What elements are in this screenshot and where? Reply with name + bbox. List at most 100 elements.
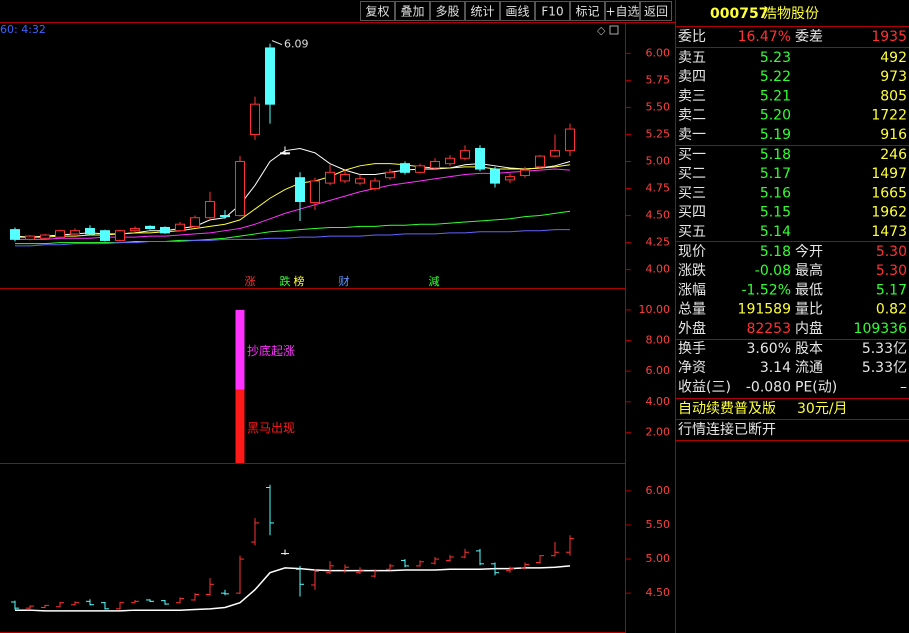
y-tick-label: 6.00 — [646, 364, 671, 377]
field-value: 0.82 — [876, 302, 907, 318]
candle-body — [280, 152, 290, 155]
toolbar-button[interactable] — [605, 1, 640, 21]
candle-body — [40, 234, 50, 239]
signal-label: 黑马出现 — [247, 421, 295, 435]
promo[interactable]: 自动续费普及版 — [678, 400, 776, 417]
candle-body — [160, 226, 170, 234]
candle-body — [370, 180, 380, 190]
book-volume: 973 — [880, 69, 907, 85]
candle-body — [310, 180, 320, 204]
book-level: 买三 — [678, 185, 706, 201]
field-value: 109336 — [854, 321, 908, 337]
candle-body — [340, 173, 350, 182]
max-annotation: 6.09 — [284, 38, 309, 51]
field-value: 5.33亿 — [862, 341, 907, 357]
book-level: 买二 — [678, 166, 706, 182]
toolbar-button[interactable] — [535, 1, 570, 21]
toolbar-button[interactable] — [360, 1, 395, 21]
toolbar-button[interactable] — [640, 1, 672, 21]
field-value: 5.33亿 — [862, 360, 907, 376]
candle-body — [85, 228, 95, 235]
book-volume: 1497 — [871, 166, 907, 182]
signal-bar — [235, 389, 245, 463]
candle-body — [385, 171, 395, 179]
toolbar-label[interactable]: 叠加 — [400, 5, 424, 19]
field-label: 涨幅 — [678, 282, 706, 298]
candle-body — [505, 176, 515, 181]
candle-body — [130, 228, 140, 232]
promo-price[interactable]: 30元/月 — [797, 401, 848, 417]
field-value: -0.080 — [746, 379, 791, 395]
ma-line — [15, 210, 571, 245]
toolbar-label[interactable]: 多股 — [435, 5, 459, 19]
y-tick-label: 5.50 — [646, 518, 671, 531]
field-label: 今开 — [795, 244, 823, 260]
connection-status: 行情连接已断开 — [678, 421, 776, 438]
candle-body — [520, 169, 530, 177]
toolbar-button[interactable] — [500, 1, 535, 21]
toolbar-button[interactable] — [465, 1, 500, 21]
toolbar-label[interactable]: 标记 — [575, 5, 599, 19]
field-value: 3.14 — [760, 360, 791, 376]
book-price: 5.23 — [760, 50, 791, 66]
candle-body — [430, 160, 440, 169]
book-price: 5.18 — [760, 147, 791, 163]
y-tick-label: 10.00 — [639, 303, 671, 316]
book-price: 5.21 — [760, 88, 791, 104]
icon-diamond[interactable]: ◇ — [597, 24, 606, 37]
candle-body — [355, 178, 365, 184]
book-volume: 1722 — [871, 108, 907, 124]
y-tick-label: 4.25 — [646, 236, 671, 249]
y-tick-label: 5.50 — [646, 100, 671, 113]
toolbar-label[interactable]: +自选 — [605, 5, 639, 19]
candle-body — [460, 150, 470, 159]
toolbar-button[interactable] — [430, 1, 465, 21]
book-price: 5.15 — [760, 205, 791, 221]
field-label: 流通 — [795, 360, 823, 376]
book-level: 卖三 — [678, 88, 706, 104]
toolbar-label[interactable]: F10 — [541, 5, 563, 19]
icon-window[interactable] — [609, 25, 619, 35]
field-value: -0.08 — [755, 263, 791, 279]
candle-body — [205, 200, 215, 219]
y-tick-label: 4.50 — [646, 209, 671, 222]
field-label: 量比 — [795, 302, 823, 318]
toolbar-button[interactable] — [395, 1, 430, 21]
candle-body — [220, 215, 230, 218]
event-label: 減 — [429, 274, 440, 288]
field-label: 换手 — [678, 340, 706, 357]
toolbar-label[interactable]: 复权 — [365, 5, 389, 19]
book-price: 5.19 — [760, 127, 791, 143]
candle-body — [565, 128, 575, 152]
book-volume: 1962 — [871, 205, 907, 221]
frame — [0, 0, 676, 633]
field-value: 16.47% — [738, 29, 791, 45]
book-level: 买四 — [678, 205, 706, 221]
toolbar-label[interactable]: 画线 — [505, 5, 529, 19]
y-tick-label: 4.50 — [646, 586, 671, 599]
book-volume: 1665 — [871, 185, 907, 201]
signal-bar — [235, 309, 245, 390]
stock-name: 浩物股份 — [763, 6, 819, 22]
book-level: 卖五 — [678, 50, 706, 66]
candle-body — [445, 157, 455, 165]
field-value: -1.52% — [741, 282, 791, 298]
candle-body — [550, 150, 560, 157]
toolbar-label[interactable]: 返回 — [644, 5, 668, 19]
field-label: 净资 — [678, 360, 706, 376]
y-tick-label: 8.00 — [646, 334, 671, 347]
candle-body — [190, 217, 200, 227]
toolbar-label[interactable]: 统计 — [470, 5, 494, 19]
event-label: 榜 — [294, 274, 305, 288]
field-value: 5.18 — [760, 244, 791, 260]
book-level: 卖四 — [678, 69, 706, 85]
y-tick-label: 6.00 — [646, 484, 671, 497]
max-pointer — [271, 40, 283, 46]
toolbar-button[interactable] — [570, 1, 605, 21]
field-label: 委比 — [678, 29, 706, 45]
book-price: 5.16 — [760, 185, 791, 201]
field-value: – — [900, 379, 907, 395]
y-tick-label: 4.75 — [646, 182, 671, 195]
candle-body — [415, 165, 425, 173]
